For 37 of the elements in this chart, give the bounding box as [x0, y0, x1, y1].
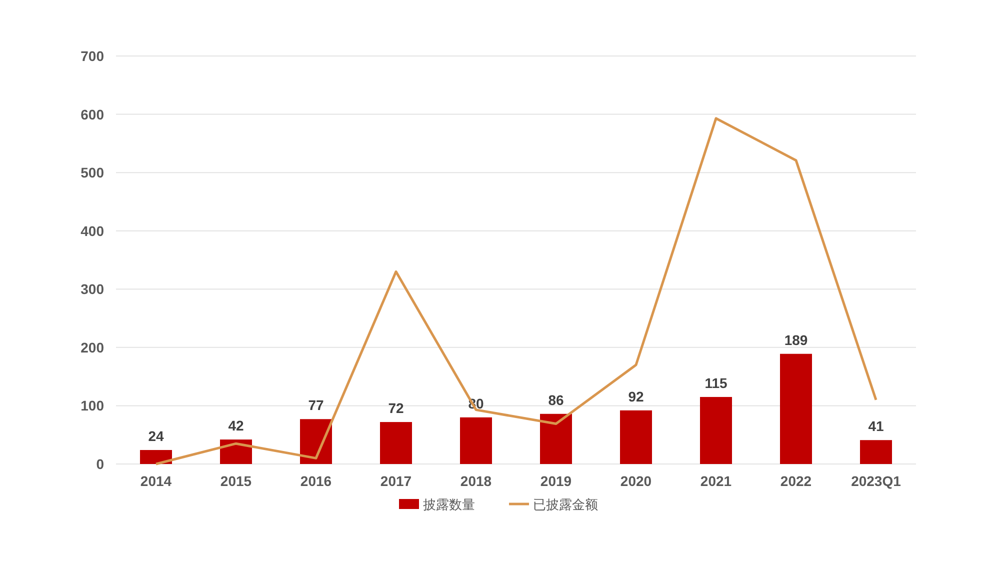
bar	[140, 450, 172, 464]
x-tick-label: 2022	[780, 473, 812, 489]
y-tick-label: 200	[80, 339, 104, 356]
y-tick-label: 700	[80, 48, 104, 64]
bar	[780, 354, 812, 464]
bar	[700, 396, 732, 464]
bar	[540, 414, 572, 464]
y-tick-label: 100	[80, 398, 104, 414]
x-tick-label: 2019	[540, 473, 572, 489]
data-label: 77	[308, 397, 324, 414]
data-label: 24	[148, 428, 164, 444]
data-label: 72	[388, 400, 404, 416]
data-label: 86	[548, 392, 564, 408]
x-tick-label: 2015	[220, 473, 252, 489]
y-tick-label: 0	[96, 456, 104, 472]
data-label: 42	[228, 418, 244, 434]
x-tick-label: 2017	[380, 473, 412, 489]
x-tick-label: 2014	[140, 473, 172, 489]
legend-label: 已披露金额	[533, 497, 598, 512]
data-label: 41	[868, 418, 884, 434]
bar	[620, 410, 652, 464]
bar	[860, 440, 892, 464]
x-tick-label: 2021	[700, 473, 732, 489]
x-tick-label: 2018	[460, 473, 492, 489]
x-tick-label: 2020	[620, 473, 652, 489]
y-tick-label: 600	[80, 106, 104, 122]
bar	[380, 422, 412, 464]
y-tick-label: 400	[80, 222, 104, 239]
data-label: 189	[784, 332, 808, 348]
legend-label: 披露数量	[423, 497, 475, 512]
x-tick-label: 2023Q1	[851, 473, 902, 489]
y-tick-label: 300	[80, 281, 104, 298]
y-tick-label: 500	[80, 164, 104, 181]
data-label: 115	[704, 374, 728, 391]
data-label: 92	[628, 388, 644, 404]
x-tick-label: 2016	[300, 473, 332, 489]
bar	[460, 417, 492, 464]
